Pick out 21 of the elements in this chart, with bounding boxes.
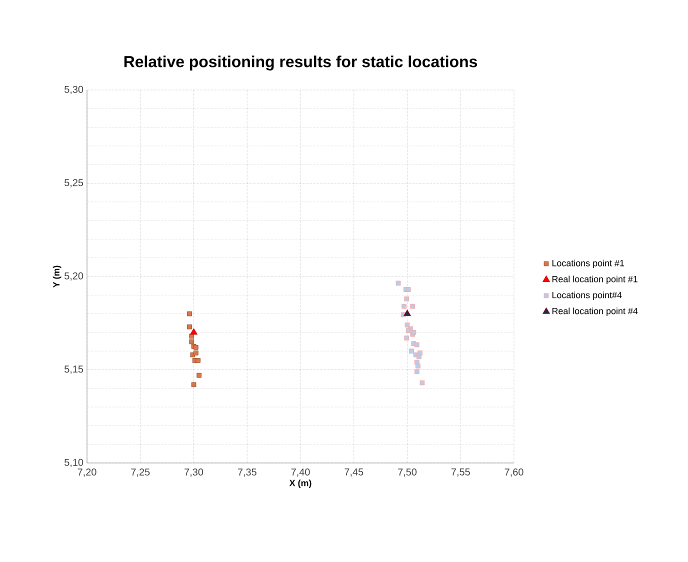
x-axis-title: X (m): [289, 480, 312, 488]
y-tick-label: 5,20: [64, 272, 84, 281]
legend-label: Locations point#4: [552, 292, 622, 300]
chart-title: Relative positioning results for static locations: [124, 56, 477, 71]
legend-label: Locations point #1: [552, 260, 624, 268]
x-tick-label: 7,20: [78, 468, 96, 477]
x-tick-label: 7,25: [131, 468, 150, 477]
y-axis-title: Y (m): [52, 266, 62, 288]
y-tick-label: 5,25: [64, 179, 84, 188]
x-tick-label: 7,50: [398, 468, 417, 477]
x-tick-label: 7,35: [238, 468, 256, 477]
x-tick-label: 7,60: [504, 468, 524, 477]
x-tick-label: 7,30: [184, 468, 204, 477]
x-tick-label: 7,55: [451, 468, 470, 477]
y-tick-label: 5,15: [64, 366, 84, 374]
legend-label: Real location point #4: [552, 308, 638, 316]
y-tick-label: 5,30: [64, 86, 84, 94]
legend-label: Real location point #1: [552, 276, 638, 284]
y-tick-label: 5,10: [64, 458, 84, 468]
x-tick-label: 7,40: [291, 468, 310, 477]
x-tick-label: 7,45: [344, 468, 364, 477]
